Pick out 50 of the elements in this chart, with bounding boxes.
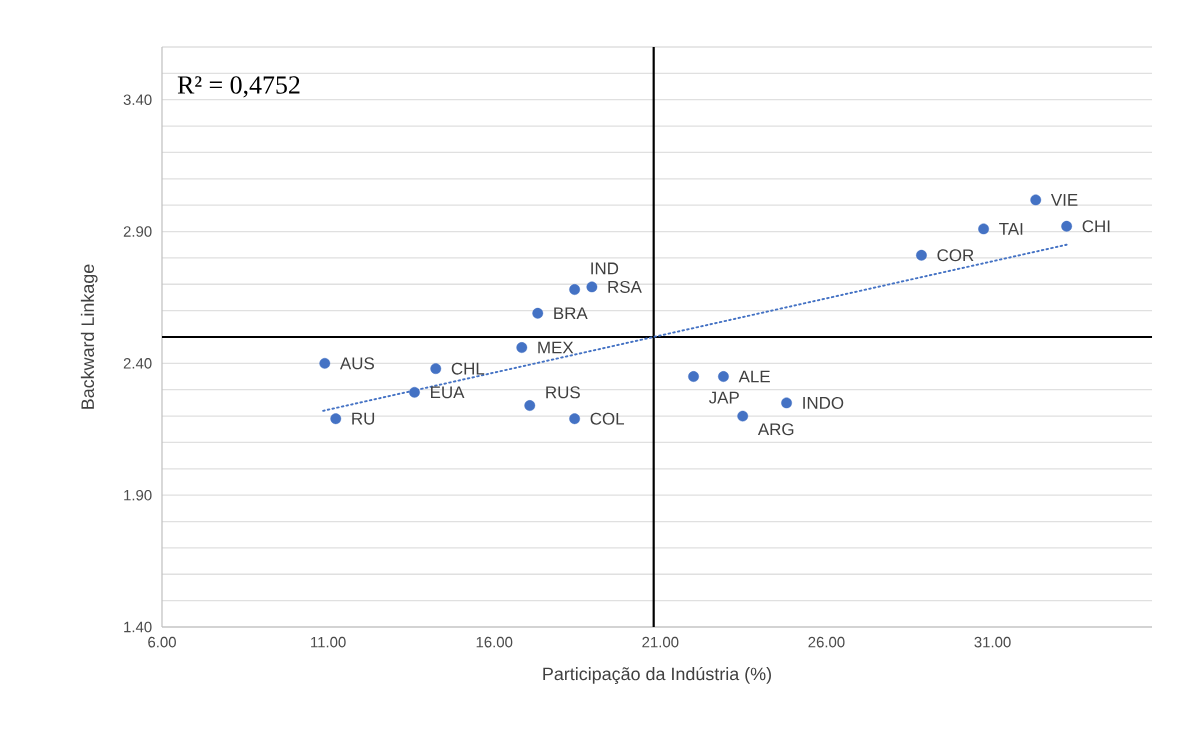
point <box>524 400 536 411</box>
annotation: AUS <box>339 357 374 370</box>
annotation: ALE <box>738 370 770 383</box>
x-tick-label: 31.00 <box>974 636 1011 648</box>
annotation: RU <box>352 412 375 425</box>
annotation: RUS <box>546 386 580 399</box>
annotation: IND <box>591 262 619 275</box>
point <box>718 371 729 382</box>
point <box>1061 220 1073 232</box>
point <box>532 307 544 319</box>
x-axis-title: Participação da Indústria (%) <box>543 666 771 684</box>
y-tick-label: 2.40 <box>123 358 152 369</box>
point <box>1030 194 1042 206</box>
x-tick-label: 21.00 <box>642 636 679 648</box>
point <box>978 223 989 235</box>
annotation: EUA <box>431 386 465 399</box>
x-tick-label: 16.00 <box>476 636 513 648</box>
annotation: COL <box>590 412 625 425</box>
point <box>319 357 331 369</box>
point <box>916 249 927 261</box>
point <box>569 284 580 295</box>
point <box>737 410 749 422</box>
annotation: CHI <box>1082 220 1110 233</box>
annotation: RSA <box>608 280 642 293</box>
y-axis-title: Backward Linkage <box>80 264 98 409</box>
annotation: CHL <box>451 362 485 375</box>
y-tick-label: 2.90 <box>123 226 152 237</box>
annotation: JAP <box>708 391 739 404</box>
point <box>516 342 528 353</box>
annotation: TAI <box>999 223 1023 235</box>
annotation: MEX <box>538 341 574 354</box>
point <box>586 281 598 293</box>
point <box>688 371 699 382</box>
x-tick-label: 6.00 <box>148 636 176 648</box>
y-tick-label: 1.90 <box>124 489 152 501</box>
x-tick-label: 11.00 <box>311 636 346 648</box>
point <box>430 363 442 375</box>
x-tick-label: 26.00 <box>808 636 845 648</box>
annotation: INDO <box>803 396 844 409</box>
point <box>409 386 420 398</box>
annotation: BRA <box>554 307 588 320</box>
y-tick-label: 3.40 <box>123 94 152 106</box>
annotation: ARG <box>757 423 794 436</box>
point <box>569 413 580 425</box>
point <box>781 397 792 409</box>
annotation: VIE <box>1050 194 1078 206</box>
annotation: COR <box>937 249 974 262</box>
annotation: R² = 0,4752 <box>177 76 300 98</box>
y-tick-label: 1.40 <box>124 621 152 633</box>
point <box>330 413 342 425</box>
